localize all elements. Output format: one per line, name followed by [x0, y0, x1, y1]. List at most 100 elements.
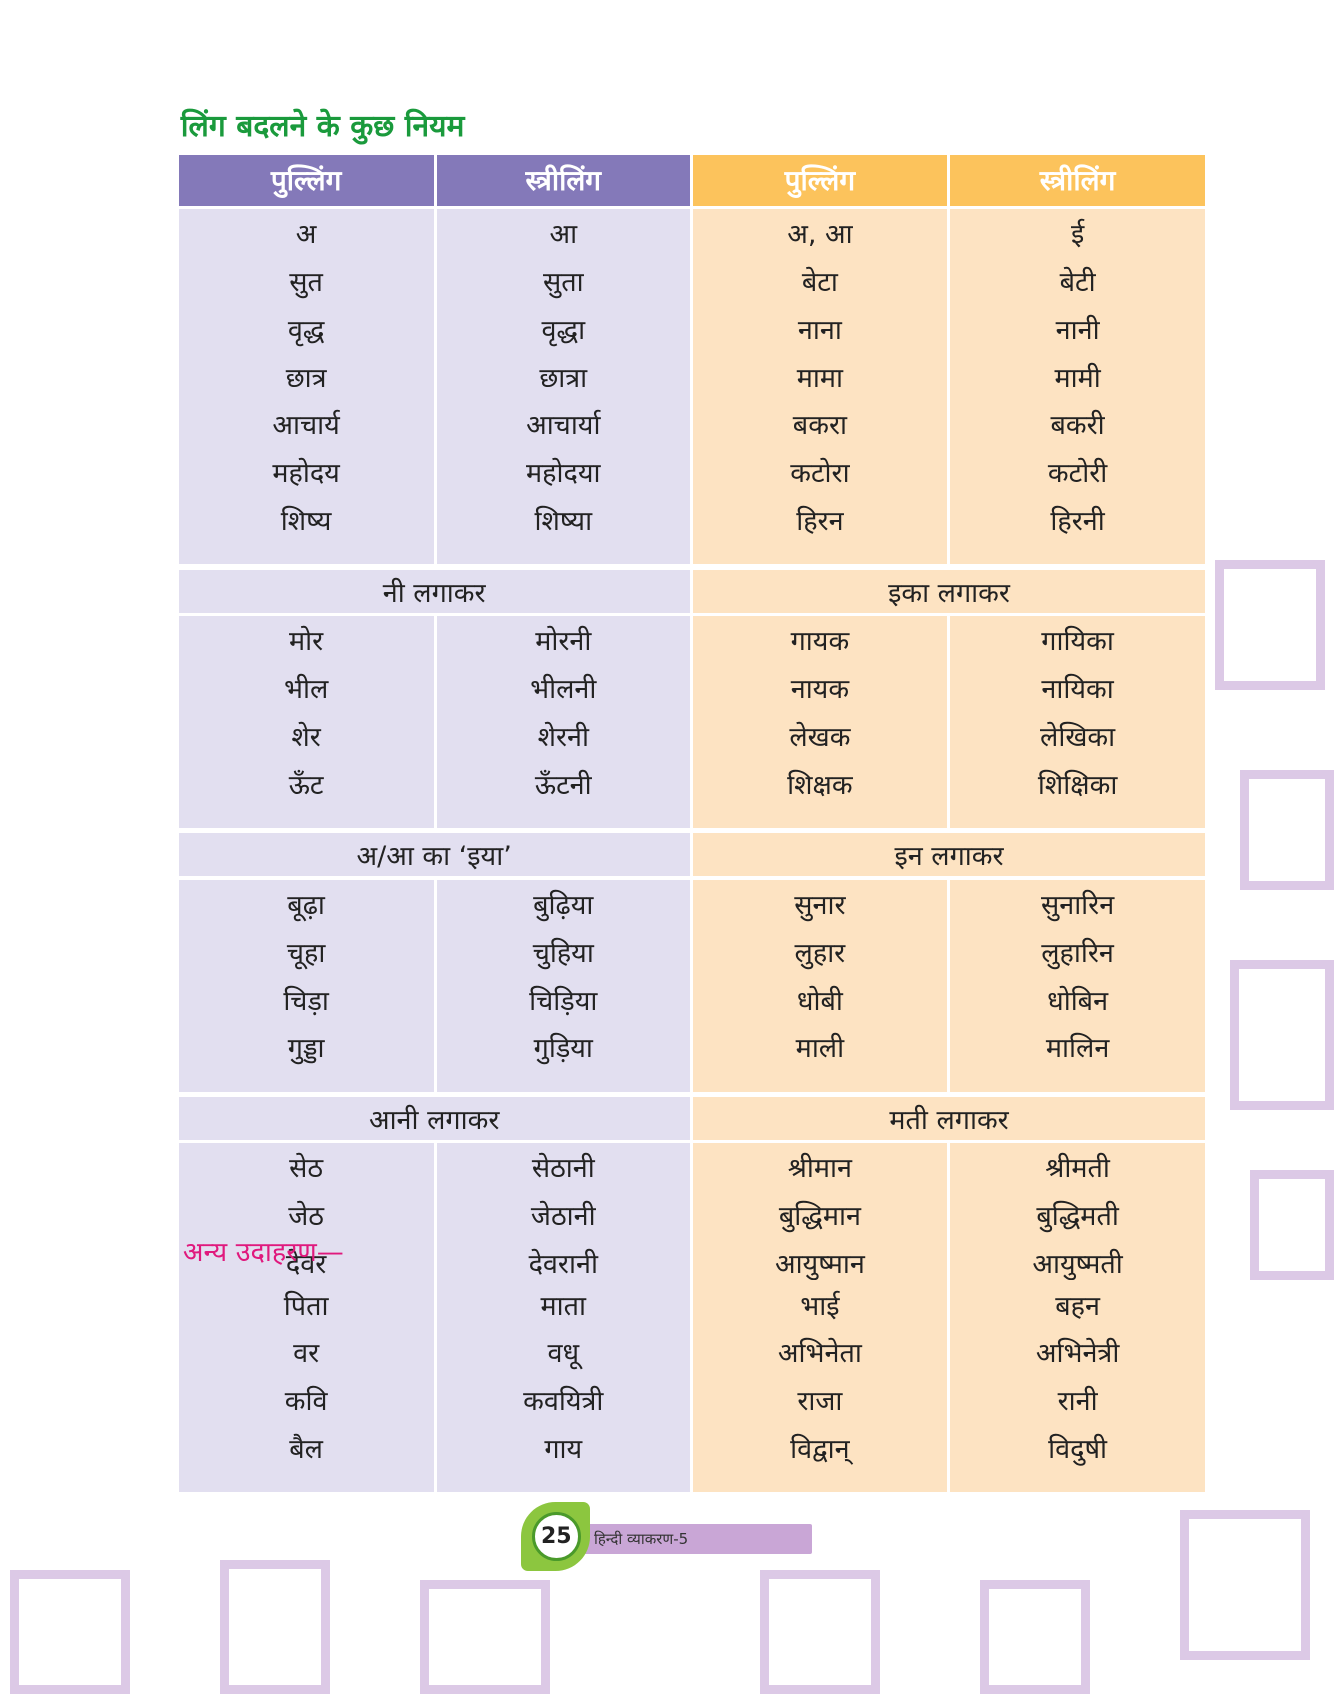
cell-block: [950, 879, 1206, 1092]
table-cell: मोर: [289, 626, 324, 658]
table-cell: जेठानी: [530, 1201, 596, 1233]
other-label: अन्य उदाहरण—: [182, 1236, 344, 1268]
group-title: नी लगाकर: [382, 577, 486, 609]
table-cell: छात्र: [285, 362, 327, 394]
table-cell: पिता: [283, 1290, 329, 1322]
table-cell: बुद्धिमान: [778, 1201, 861, 1233]
table-cell: गाय: [544, 1434, 583, 1466]
decoration: [1250, 1170, 1334, 1280]
table-cell: देवरानी: [528, 1249, 598, 1281]
table-cell: मामी: [1054, 362, 1101, 394]
table-cell: गुड़िया: [533, 1033, 593, 1065]
table-cell: वर: [293, 1338, 320, 1370]
table-cell: शिष्य: [280, 506, 332, 538]
cell-block: [178, 616, 434, 828]
cell-block: [436, 1143, 690, 1308]
table-cell: शिक्षक: [787, 769, 853, 801]
cell-block: [692, 1280, 947, 1493]
cell-block: [178, 1280, 434, 1493]
table-cell: महोदय: [272, 458, 340, 490]
table-cell: हिरनी: [1050, 506, 1105, 538]
decoration: [220, 1560, 330, 1694]
table-cell: कवयित्री: [523, 1386, 604, 1418]
table-cell: धोबी: [796, 985, 843, 1017]
column-header: पुल्लिंग: [270, 164, 342, 198]
cell-block: [692, 616, 947, 828]
decoration: [980, 1580, 1090, 1694]
table-cell: श्रीमान: [787, 1153, 853, 1185]
group-title: अ/आ का ‘इया’: [356, 841, 512, 873]
table-cell: विदुषी: [1048, 1434, 1108, 1466]
table-cell: सुनार: [794, 889, 846, 921]
cell-block: [950, 1280, 1206, 1493]
table-cell: विद्वान्: [790, 1434, 850, 1466]
table-cell: चिड़ा: [283, 985, 329, 1017]
group-title-bg: [692, 1096, 1206, 1140]
cell-block: [178, 879, 434, 1092]
table-cell: गुड्डा: [287, 1033, 325, 1065]
decoration: [1180, 1510, 1310, 1660]
table-cell: बेटी: [1059, 266, 1096, 298]
group-title: इका लगाकर: [888, 577, 1010, 609]
table-cell: चुहिया: [532, 937, 594, 969]
cell-block: [436, 879, 690, 1092]
table-cell: सुता: [542, 266, 584, 298]
group-title: मती लगाकर: [889, 1104, 1009, 1136]
table-cell: माली: [795, 1033, 845, 1065]
decoration: [1230, 960, 1334, 1110]
table-cell: बेटा: [801, 266, 838, 298]
cell-block: [436, 208, 690, 565]
footer-book: हिन्दी व्याकरण-5: [593, 1529, 689, 1548]
table-cell: ई: [1070, 218, 1085, 250]
column-header-bg: [692, 154, 947, 206]
table-cell: भीलनी: [530, 674, 597, 706]
table-cell: गायक: [790, 626, 850, 658]
table-cell: शेरनी: [537, 721, 589, 753]
decoration: [10, 1570, 130, 1694]
table-cell: आचार्या: [526, 410, 601, 442]
table-cell: शेर: [291, 721, 321, 753]
table-cell: मामा: [796, 362, 844, 394]
table-cell: नाना: [797, 314, 842, 346]
table-cell: वधू: [547, 1338, 580, 1370]
group-title-bg: [178, 569, 690, 613]
table-cell: जेठ: [288, 1201, 324, 1233]
table-cell: सुनारिन: [1040, 889, 1115, 921]
table-cell: अ: [295, 218, 317, 250]
table-cell: गायिका: [1041, 626, 1114, 658]
table-cell: रानी: [1057, 1386, 1098, 1418]
table-cell: नायक: [790, 674, 850, 706]
table-cell: लेखक: [789, 721, 851, 753]
table-cell: कटोरा: [790, 458, 850, 490]
table-cell: बकरा: [792, 410, 847, 442]
table-cell: भील: [283, 674, 329, 706]
decoration: [1240, 770, 1334, 890]
table-cell: वृद्धा: [541, 314, 586, 346]
table-cell: बूढ़ा: [287, 889, 325, 921]
cell-block: [436, 1280, 690, 1493]
table-cell: शिक्षिका: [1037, 769, 1118, 801]
table-cell: मोरनी: [535, 626, 592, 658]
table-cell: छात्रा: [539, 362, 588, 394]
table-cell: कटोरी: [1047, 458, 1108, 490]
table-cell: सेठ: [289, 1153, 324, 1185]
group-title-bg: [178, 833, 690, 877]
footer-circle: [531, 1511, 582, 1562]
table-cell: अभिनेत्री: [1035, 1338, 1120, 1370]
section-title: लिंग बदलने के कुछ नियम: [180, 109, 465, 145]
page-number: 25: [540, 1524, 572, 1549]
table-cell: ऊँट: [288, 769, 324, 801]
column-header: स्त्रीलिंग: [525, 164, 602, 198]
table-cell: शिष्या: [534, 506, 593, 538]
table-cell: बकरी: [1050, 410, 1105, 442]
column-header-bg: [178, 154, 434, 206]
cell-block: [692, 208, 947, 565]
table-cell: सुत: [289, 266, 323, 298]
decoration: [420, 1580, 550, 1694]
table-cell: चिड़िया: [529, 985, 598, 1017]
table-cell: बुद्धिमती: [1036, 1201, 1119, 1233]
cell-block: [692, 879, 947, 1092]
table-cell: हिरन: [796, 506, 844, 538]
table-cell: बहन: [1055, 1290, 1100, 1322]
table-cell: लुहारिन: [1041, 937, 1114, 969]
